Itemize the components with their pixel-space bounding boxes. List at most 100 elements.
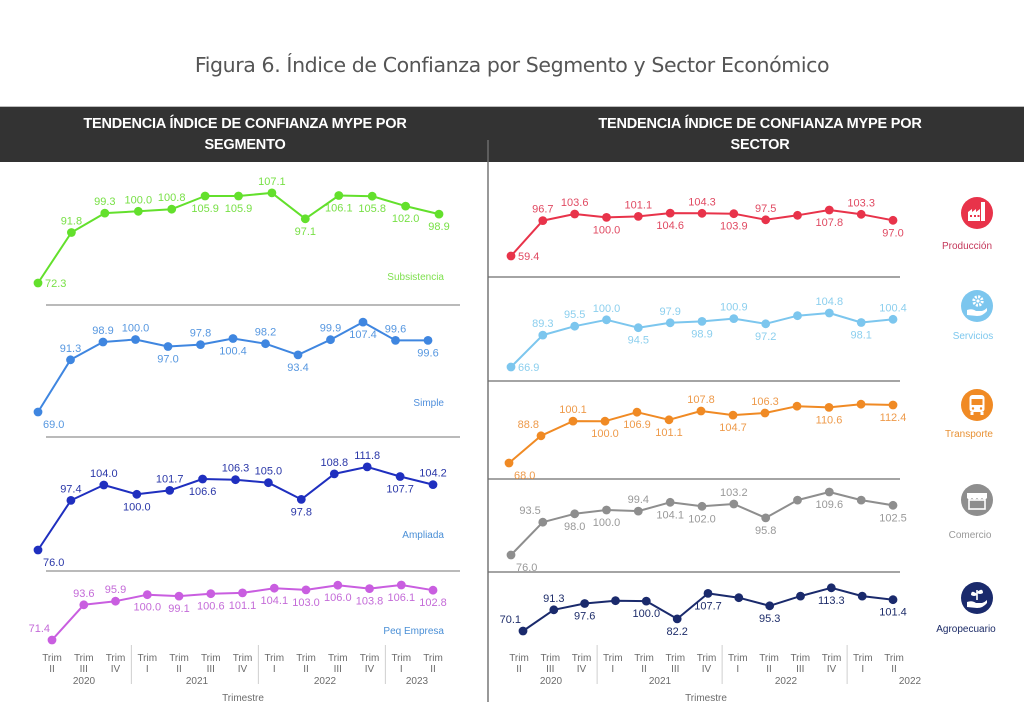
x-group-label: 2023 xyxy=(406,676,429,687)
sector-panel-separators xyxy=(488,276,900,573)
data-label: 76.0 xyxy=(516,562,537,574)
data-label: 95.8 xyxy=(755,525,776,537)
gear-shape xyxy=(972,295,984,307)
data-point xyxy=(67,228,76,237)
data-point xyxy=(568,416,578,426)
data-label: 112.4 xyxy=(880,412,907,424)
segment-panel-header: TENDENCIA ÍNDICE DE CONFIANZA MYPE POR S… xyxy=(25,114,465,156)
bus-window xyxy=(971,399,983,405)
data-point xyxy=(33,545,43,555)
data-label: 100.0 xyxy=(593,224,621,236)
data-point xyxy=(396,580,406,590)
data-label: 100.4 xyxy=(879,302,907,314)
data-label: 102.0 xyxy=(688,513,716,525)
data-point xyxy=(200,191,210,201)
data-point xyxy=(504,458,514,468)
series-simple: 69.0 91.3 98.9 100.0 97.0 97.8 100.4 98.2 93.4 99… xyxy=(33,317,439,431)
data-point xyxy=(401,201,410,211)
data-label: 103.0 xyxy=(292,597,320,609)
x-tick-label: Trim xyxy=(884,653,904,664)
x-axis-sector: TrimIITrimIIITrimIVTrimITrimIITrimIIITri… xyxy=(509,645,922,704)
data-point xyxy=(196,340,205,349)
data-label: 95.3 xyxy=(759,613,780,625)
series-transporte: 68.0 88.8 100.1 100.0 106.9 101.1 107.8 104.7 10… xyxy=(504,394,907,482)
series-agropecuario: 70.1 91.3 97.6 100.0 82.2 107.7 95.3 113.3 101.4 xyxy=(500,583,907,638)
data-point xyxy=(98,337,108,347)
hand-shape xyxy=(967,308,987,316)
x-tick-sublabel: I xyxy=(400,664,403,675)
bus-icon xyxy=(961,389,993,421)
x-tick-sublabel: IV xyxy=(111,664,121,675)
data-point xyxy=(538,216,548,226)
data-point xyxy=(728,410,738,420)
data-point xyxy=(793,311,802,321)
x-tick-label: Trim xyxy=(540,653,560,664)
data-label: 98.9 xyxy=(691,328,712,340)
data-point xyxy=(301,585,311,595)
data-point xyxy=(261,339,270,349)
data-label: 101.1 xyxy=(655,427,683,439)
data-label: 104.3 xyxy=(688,196,716,208)
data-label: 104.0 xyxy=(90,468,118,480)
data-label: 105.0 xyxy=(255,466,283,478)
data-point xyxy=(133,206,143,216)
gear-hub xyxy=(976,299,980,303)
x-tick-label: Trim xyxy=(201,653,221,664)
data-label: 107.8 xyxy=(687,394,715,406)
data-label: 106.1 xyxy=(388,592,416,604)
data-point xyxy=(79,600,89,610)
data-point xyxy=(570,209,580,219)
x-tick-label: Trim xyxy=(74,653,94,664)
data-label: 110.6 xyxy=(816,414,843,426)
data-label: 104.7 xyxy=(719,422,747,434)
data-label: 97.4 xyxy=(60,483,81,495)
data-label: 100.0 xyxy=(125,194,153,206)
data-point xyxy=(633,212,643,221)
x-tick-label: Trim xyxy=(697,653,717,664)
x-tick-sublabel: II xyxy=(641,664,647,675)
data-point xyxy=(761,513,771,523)
data-point xyxy=(358,317,368,327)
x-tick-sublabel: IV xyxy=(702,664,712,675)
data-point xyxy=(131,335,140,344)
data-label: 76.0 xyxy=(43,557,64,569)
x-tick-label: Trim xyxy=(822,653,842,664)
x-tick-sublabel: II xyxy=(891,664,897,675)
data-point xyxy=(611,596,620,606)
x-tick-sublabel: II xyxy=(430,664,436,675)
data-point xyxy=(703,589,713,598)
x-group-label: 2020 xyxy=(73,676,96,687)
x-tick-label: Trim xyxy=(853,653,873,664)
data-label: 100.0 xyxy=(122,323,150,335)
x-group-label: 2022 xyxy=(314,676,337,687)
data-point xyxy=(428,585,438,595)
bus-light xyxy=(971,407,975,410)
x-tick-label: Trim xyxy=(106,653,126,664)
plant-leaf xyxy=(977,589,983,594)
x-group-label: 2022 xyxy=(775,676,798,687)
data-point xyxy=(672,614,682,624)
data-label: 97.8 xyxy=(291,506,312,518)
data-point xyxy=(641,596,651,606)
data-label: 106.9 xyxy=(623,419,651,431)
segment-header-line-2: SEGMENTO xyxy=(204,137,286,153)
data-point xyxy=(33,407,43,417)
data-label: 66.9 xyxy=(518,362,539,374)
x-tick-label: Trim xyxy=(296,653,316,664)
sector-header-line-2: SECTOR xyxy=(730,137,790,153)
x-tick-label: Trim xyxy=(391,653,411,664)
x-tick-label: Trim xyxy=(423,653,443,664)
data-point xyxy=(518,626,528,636)
x-tick-sublabel: I xyxy=(273,664,276,675)
data-label: 97.0 xyxy=(882,227,903,239)
data-label: 107.7 xyxy=(694,600,722,612)
data-point xyxy=(506,362,516,372)
data-label: 99.1 xyxy=(168,603,189,615)
data-label: 70.1 xyxy=(500,614,521,626)
data-point xyxy=(231,475,240,485)
x-tick-label: Trim xyxy=(728,653,748,664)
data-label: 93.4 xyxy=(287,362,308,374)
data-point xyxy=(238,588,247,598)
segment-series-names: Subsistencia Simple Ampliada Peq Empresa xyxy=(383,272,444,637)
data-point xyxy=(761,215,771,225)
